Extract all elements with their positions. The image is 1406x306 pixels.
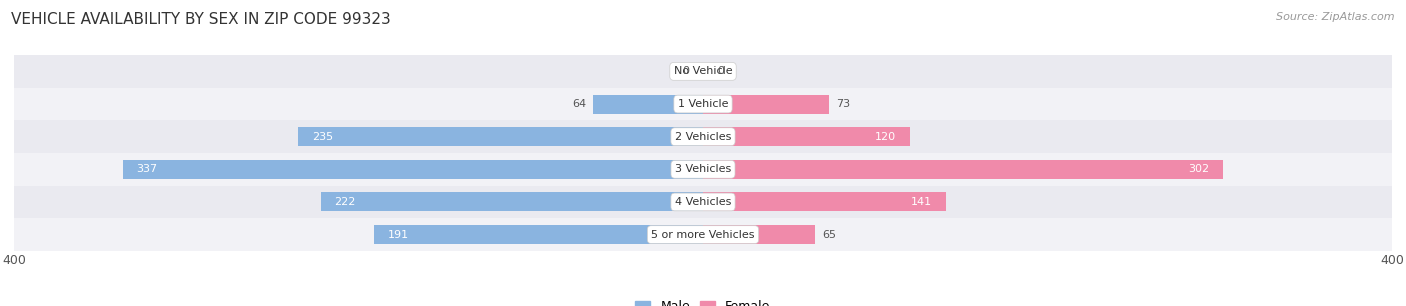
Text: 0: 0 xyxy=(682,66,689,76)
Text: 302: 302 xyxy=(1188,164,1209,174)
Text: 222: 222 xyxy=(335,197,356,207)
Bar xyxy=(14,186,1392,218)
Text: 337: 337 xyxy=(136,164,157,174)
Bar xyxy=(703,127,910,146)
Bar xyxy=(14,55,1392,88)
Bar xyxy=(703,160,1223,179)
Text: 5 or more Vehicles: 5 or more Vehicles xyxy=(651,230,755,240)
Text: 73: 73 xyxy=(835,99,849,109)
Text: 2 Vehicles: 2 Vehicles xyxy=(675,132,731,142)
Text: VEHICLE AVAILABILITY BY SEX IN ZIP CODE 99323: VEHICLE AVAILABILITY BY SEX IN ZIP CODE … xyxy=(11,12,391,27)
Text: 1 Vehicle: 1 Vehicle xyxy=(678,99,728,109)
Bar xyxy=(14,218,1392,251)
Text: 191: 191 xyxy=(388,230,409,240)
Bar xyxy=(593,95,703,114)
Text: Source: ZipAtlas.com: Source: ZipAtlas.com xyxy=(1277,12,1395,22)
Text: No Vehicle: No Vehicle xyxy=(673,66,733,76)
Bar xyxy=(298,127,703,146)
Text: 120: 120 xyxy=(875,132,896,142)
Legend: Male, Female: Male, Female xyxy=(636,300,770,306)
Text: 65: 65 xyxy=(823,230,835,240)
Bar xyxy=(122,160,703,179)
Bar xyxy=(14,120,1392,153)
Text: 235: 235 xyxy=(312,132,333,142)
Bar xyxy=(374,225,703,244)
Text: 141: 141 xyxy=(911,197,932,207)
Bar xyxy=(14,88,1392,120)
Text: 64: 64 xyxy=(572,99,586,109)
Text: 0: 0 xyxy=(717,66,724,76)
Bar xyxy=(703,192,946,211)
Bar xyxy=(703,225,815,244)
Text: 4 Vehicles: 4 Vehicles xyxy=(675,197,731,207)
Text: 3 Vehicles: 3 Vehicles xyxy=(675,164,731,174)
Bar xyxy=(703,95,828,114)
Bar xyxy=(321,192,703,211)
Bar xyxy=(14,153,1392,186)
